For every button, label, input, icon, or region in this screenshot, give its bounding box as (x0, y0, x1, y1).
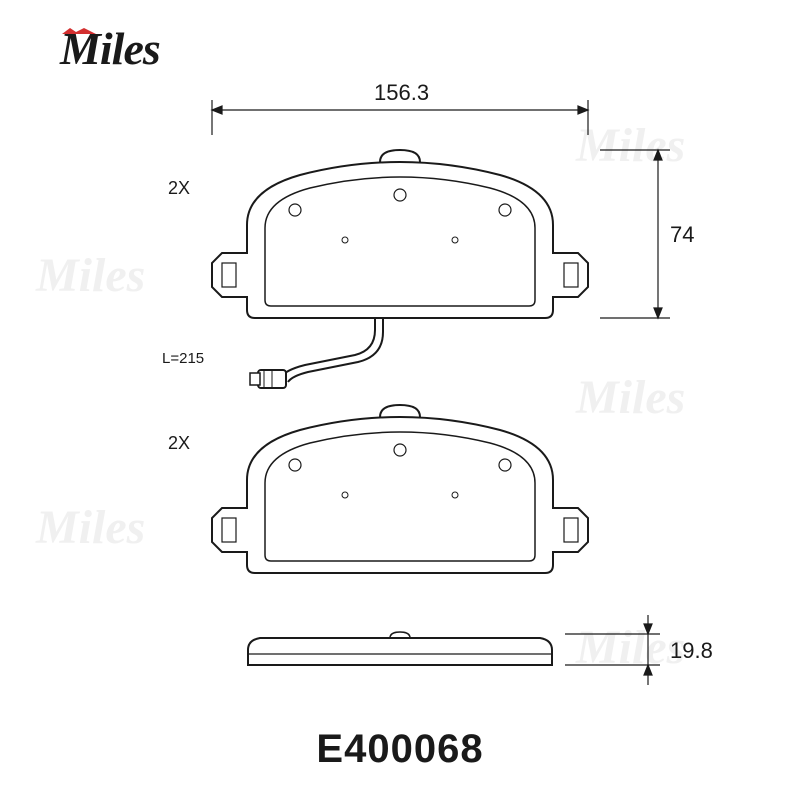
dim-width: 156.3 (374, 80, 429, 106)
technical-drawing (0, 0, 800, 800)
part-number: E400068 (316, 727, 483, 772)
dim-thickness: 19.8 (670, 638, 713, 664)
dim-height: 74 (670, 222, 694, 248)
dim-wire-length: L=215 (162, 350, 204, 367)
qty-top: 2X (168, 178, 190, 199)
qty-bottom: 2X (168, 433, 190, 454)
